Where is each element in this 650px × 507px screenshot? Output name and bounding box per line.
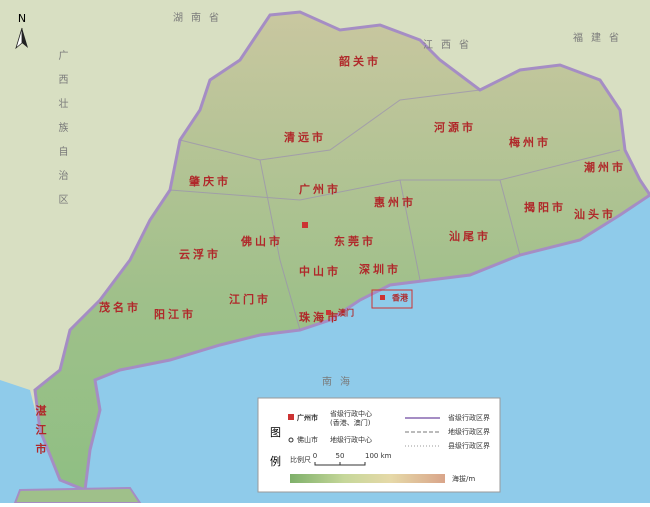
elevation-bar <box>290 474 445 483</box>
city-label: 珠海市 <box>299 310 341 324</box>
city-label: 云浮市 <box>179 247 221 261</box>
scale-bar <box>314 462 366 466</box>
legend-title: 图 <box>270 426 281 439</box>
arrow <box>22 28 28 48</box>
legend-capital: 广州市 <box>297 413 318 422</box>
province-label: 江西省 <box>423 38 477 51</box>
province-label: 福建省 <box>573 31 627 44</box>
legend-capital-desc: 省级行政中心 <box>330 409 372 418</box>
sar-label: 澳门 <box>338 308 354 318</box>
scale-tick: 50 <box>336 452 345 460</box>
north-label: N <box>18 12 26 25</box>
sar-label: 香港 <box>391 293 409 303</box>
city-label: 江门市 <box>229 292 271 306</box>
sar-symbol <box>326 310 331 315</box>
city-label: 汕头市 <box>574 207 616 221</box>
capital-symbol <box>302 222 308 228</box>
legend-city: 佛山市 <box>297 435 318 444</box>
legend-capital-note: (香港、澳门) <box>330 418 371 427</box>
city-symbol <box>288 437 294 443</box>
arrow <box>15 27 23 50</box>
city-label: 韶关市 <box>339 54 381 68</box>
city-label: 中山市 <box>299 264 341 278</box>
capital-symbol <box>288 414 294 420</box>
legend-boundary: 地级行政区界 <box>448 427 490 436</box>
capital-label: 广州市 <box>299 182 341 196</box>
legend-city-desc: 地级行政中心 <box>330 435 372 444</box>
city-label: 惠州市 <box>374 195 416 209</box>
city-label: 肇庆市 <box>188 174 231 188</box>
city-label: 清远市 <box>284 130 326 144</box>
scale-tick: 100 km <box>365 452 392 460</box>
hainan <box>13 486 142 504</box>
city-label: 梅州市 <box>509 135 551 149</box>
city-label: 揭阳市 <box>524 200 566 214</box>
legend-boundary: 省级行政区界 <box>448 413 490 422</box>
city-label: 河源市 <box>434 120 476 134</box>
city-label: 深圳市 <box>359 262 401 276</box>
city-label: 佛山市 <box>240 234 283 248</box>
province-label: 广西壮族自治区 <box>56 50 68 218</box>
city-label: 茂名市 <box>99 300 141 314</box>
scale-label: 比例尺 <box>290 455 311 464</box>
boundary-lines <box>169 89 621 331</box>
city-label: 东莞市 <box>334 234 376 248</box>
hk-box <box>371 289 413 309</box>
province-label: 湖南省 <box>173 11 227 24</box>
north-arrow: N <box>15 12 28 50</box>
city-label: 汕尾市 <box>449 229 491 243</box>
scale-tick: 0 <box>313 452 317 460</box>
city-label: 潮州市 <box>584 160 626 174</box>
elevation-label: 海拔/m <box>452 474 475 483</box>
legend-title: 例 <box>270 454 281 468</box>
city-label: 湛江市 <box>34 404 47 462</box>
legend-boundary: 县级行政区界 <box>448 441 490 450</box>
city-label: 阳江市 <box>154 307 196 321</box>
sar-symbol <box>380 295 385 300</box>
province-label: 南海 <box>322 375 358 388</box>
